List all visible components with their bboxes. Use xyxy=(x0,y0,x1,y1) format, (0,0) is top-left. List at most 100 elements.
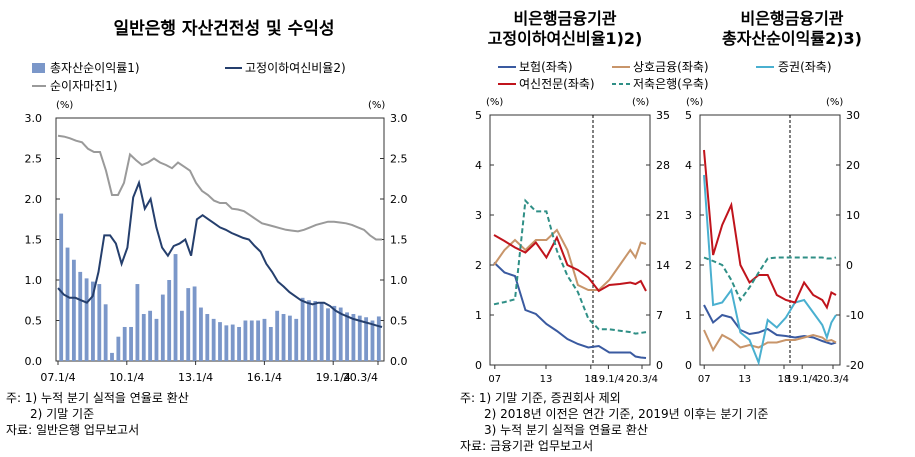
p3-left-tick: 3 xyxy=(685,209,692,222)
npl-line xyxy=(57,179,383,328)
p2-right-tick: 28 xyxy=(656,159,670,172)
roa-bar xyxy=(173,254,178,361)
panel-bank-asset-quality: 일반은행 자산건전성 및 수익성 총자산순이익률1) 고정이하여신비율2) 순이… xyxy=(6,19,408,437)
p2-x-tick: 18 xyxy=(584,374,597,385)
p3-right-tick: -20 xyxy=(846,359,864,372)
roa-bar xyxy=(141,314,146,361)
p1-left-tick: 0.5 xyxy=(25,315,43,328)
p2-right-tick: 14 xyxy=(656,259,670,272)
roa-bar xyxy=(186,288,191,361)
p2-right-ticks: 0 7 14 21 28 35 xyxy=(646,109,670,372)
p2-x-tick: 07 xyxy=(488,374,501,385)
p3-right-tick: -10 xyxy=(846,309,864,322)
p3-right-tick: 20 xyxy=(846,159,860,172)
legend-roa-label: 총자산순이익률1) xyxy=(50,61,140,75)
legend-securities-label: 증권(좌축) xyxy=(778,60,832,74)
legend-npl-label: 고정이하여신비율2) xyxy=(245,61,346,75)
p1-note-1: 주: 1) 누적 분기 실적을 연율로 환산 xyxy=(6,391,189,405)
roa-bar xyxy=(103,304,108,361)
roa-bar xyxy=(300,297,305,361)
p1-x-tick: 13.1/4 xyxy=(178,371,213,384)
legend-insurance-label: 보험(좌축) xyxy=(519,60,573,74)
p1-left-tick: 3.0 xyxy=(25,112,43,125)
roa-bar xyxy=(281,314,286,361)
p3-series-line xyxy=(703,174,837,366)
roa-bar xyxy=(332,305,337,361)
legend-coop-label: 상호금융(좌축) xyxy=(633,60,709,74)
roa-bar xyxy=(97,284,102,361)
p2-left-tick: 4 xyxy=(475,159,482,172)
roa-bar xyxy=(110,352,114,361)
p2-left-tick: 0 xyxy=(475,359,482,372)
p1-left-tick: 1.0 xyxy=(25,274,43,287)
roa-bar xyxy=(122,326,127,361)
roa-bar xyxy=(160,294,165,361)
p2-left-tick: 5 xyxy=(475,109,482,122)
roa-bar xyxy=(84,278,89,361)
p3-left-tick: 4 xyxy=(685,159,692,172)
roa-bar xyxy=(179,310,184,361)
roa-bar xyxy=(78,271,83,361)
p1-x-ticks: 07.1/4 10.1/4 13.1/4 16.1/4 19.1/420.3/4 xyxy=(40,361,379,384)
roa-bar xyxy=(364,317,369,361)
roa-bar xyxy=(287,315,292,361)
p3-x-tick: 19.1/4 xyxy=(786,374,818,385)
p1-x-tick: 19.1/4 xyxy=(316,371,351,384)
p1-x-tick: 20.3/4 xyxy=(343,371,378,384)
roa-bar xyxy=(268,326,273,361)
p2-series-line xyxy=(493,261,647,359)
roa-bar xyxy=(205,314,210,361)
roa-bar xyxy=(370,320,375,361)
panel1-title: 일반은행 자산건전성 및 수익성 xyxy=(113,19,334,39)
roa-bar xyxy=(211,318,216,361)
roa-bar xyxy=(199,307,203,361)
p3-x-tick: 13 xyxy=(738,374,751,385)
p3-series-line xyxy=(703,329,837,353)
p1-left-tick: 2.5 xyxy=(25,153,43,166)
roa-bar xyxy=(357,315,362,361)
p3-plot-frame xyxy=(699,114,841,366)
p2-right-unit: (%) xyxy=(632,97,649,108)
roa-bar xyxy=(71,259,76,361)
p1-left-unit: (%) xyxy=(56,100,73,111)
nim-line xyxy=(57,134,382,241)
roa-bar xyxy=(294,318,299,361)
p3-series-line xyxy=(703,149,837,310)
roa-bar xyxy=(249,320,254,361)
p3-left-tick: 5 xyxy=(685,109,692,122)
roa-bar xyxy=(91,281,95,361)
p3-right-ticks: -20 -10 0 10 20 30 xyxy=(836,109,864,372)
roa-bar xyxy=(154,318,159,361)
p1-x-tick: 07.1/4 xyxy=(40,371,75,384)
p1-note-2: 2) 기말 기준 xyxy=(30,407,94,421)
p1-right-tick: 1.5 xyxy=(390,234,408,247)
roa-bar xyxy=(275,310,280,361)
p3-x-tick: 18 xyxy=(778,374,791,385)
p2-note-2: 2) 2018년 이전은 연간 기준, 2019년 이후는 분기 기준 xyxy=(484,407,768,421)
p3-left-tick: 0 xyxy=(685,359,692,372)
panel2-title-line1: 비은행금융기관 xyxy=(513,9,616,28)
roa-bar xyxy=(129,326,133,361)
p2-lines xyxy=(493,198,647,359)
roa-bar xyxy=(167,280,172,361)
p3-right-tick: 30 xyxy=(846,109,860,122)
roa-bar xyxy=(376,316,381,361)
p2-right-tick: 0 xyxy=(656,359,663,372)
p1-x-tick: 16.1/4 xyxy=(247,371,282,384)
p3-x-tick: 07 xyxy=(698,374,711,385)
p2-note-1: 주: 1) 기말 기준, 증권회사 제외 xyxy=(460,391,621,405)
p2-note-3: 3) 누적 분기 실적을 연율로 환산 xyxy=(484,423,648,437)
p1-lines xyxy=(57,134,383,328)
roa-bar xyxy=(116,336,121,361)
p2-x-tick: 20.3/4 xyxy=(626,374,658,385)
p2-x-tick: 19.1/4 xyxy=(592,374,624,385)
p1-x-tick: 10.1/4 xyxy=(109,371,144,384)
p3-left-tick: 2 xyxy=(685,259,692,272)
roa-bar xyxy=(192,286,197,361)
roa-bar xyxy=(59,213,64,361)
roa-bar xyxy=(218,322,222,361)
p3-left-ticks: 0 1 2 3 4 5 xyxy=(685,109,704,372)
p2-left-tick: 2 xyxy=(475,259,482,272)
